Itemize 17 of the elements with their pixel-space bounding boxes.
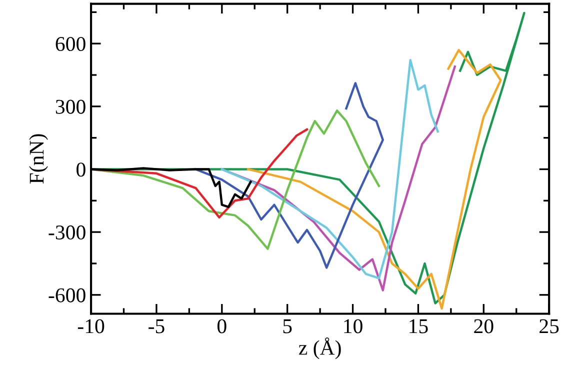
y-axis-title: F(nN) [29, 134, 48, 184]
x-tick-label: 15 [410, 319, 428, 334]
y-tick-label: -600 [48, 288, 86, 302]
y-tick-label: -300 [48, 225, 86, 240]
line-series [246, 48, 502, 310]
x-axis-title: z (Å) [298, 337, 341, 360]
y-tick-label: 0 [76, 162, 86, 177]
x-tick-label: 5 [283, 319, 292, 334]
x-tick-label: -10 [78, 319, 104, 334]
line-series [194, 82, 384, 269]
y-tick-label: 300 [56, 100, 86, 114]
x-tick-label: 10 [344, 319, 362, 334]
x-tick-label: 20 [474, 319, 494, 334]
x-tick-label: 25 [540, 319, 559, 334]
x-tick-label: -5 [148, 319, 164, 334]
y-tick-label: 600 [56, 36, 86, 52]
x-tick-label: 0 [217, 319, 226, 334]
